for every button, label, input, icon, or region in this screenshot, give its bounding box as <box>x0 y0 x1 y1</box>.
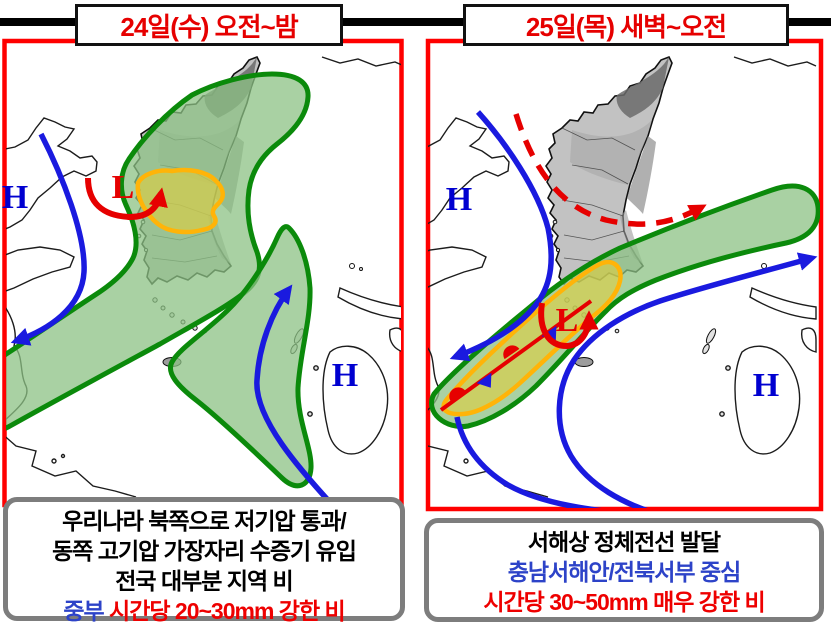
highlight-region: 중부 <box>63 598 104 624</box>
high-pressure-label-east: H <box>332 357 358 394</box>
flow-arrows <box>10 132 336 504</box>
summary-focus-line: 충남서해안/전북서부 중심 <box>507 559 742 585</box>
stationary-front <box>439 299 593 412</box>
low-level-flow-line <box>454 416 602 508</box>
flow-arrows <box>449 110 818 508</box>
right-panel-map: H L H <box>425 38 824 512</box>
left-summary-box: 우리나라 북쪽으로 저기압 통과/ 동쪽 고기압 가장자리 수증기 유입 전국 … <box>3 497 405 624</box>
south-high-edge-arrow <box>556 252 818 508</box>
left-panel-title-text: 24일(수) 오전~밤 <box>120 11 298 42</box>
high-pressure-label-west: H <box>2 179 28 216</box>
cold-front-symbol <box>476 372 492 388</box>
high-edge-flow-arrow <box>10 132 87 346</box>
low-rotation-arrow <box>538 302 599 350</box>
summary-line: 동쪽 고기압 가장자리 수증기 유입 <box>52 538 357 564</box>
low-rotation-arrow <box>85 177 168 221</box>
low-track-dashed-arrow <box>513 113 707 227</box>
right-summary-box: 서해상 정체전선 발달 충남서해안/전북서부 중심 시간당 30~50mm 매우… <box>424 518 824 622</box>
warm-front-symbol <box>449 387 466 402</box>
low-pressure-label: L <box>112 169 135 206</box>
north-high-edge-arrow <box>449 110 554 362</box>
left-panel-title: 24일(수) 오전~밤 <box>75 4 343 46</box>
right-panel-title: 25일(목) 새벽~오전 <box>463 4 789 46</box>
summary-highlight-line: 중부 시간당 20~30mm 강한 비 <box>8 596 400 624</box>
top-black-bar <box>0 18 831 26</box>
summary-line: 우리나라 북쪽으로 저기압 통과/ <box>62 508 347 534</box>
heavy-rain-area <box>135 167 225 235</box>
warm-front-symbol <box>503 345 520 360</box>
highlight-detail: 시간당 20~30mm 강한 비 <box>103 598 346 624</box>
summary-line: 전국 대부분 지역 비 <box>115 568 293 594</box>
right-panel-title-text: 25일(목) 새벽~오전 <box>525 11 727 42</box>
left-panel-map: H L H <box>2 38 404 508</box>
summary-rain-line: 시간당 30~50mm 매우 강한 비 <box>483 589 765 615</box>
summary-line: 서해상 정체전선 발달 <box>527 529 721 555</box>
front-line <box>439 299 593 412</box>
moisture-inflow-arrow <box>254 284 336 504</box>
high-pressure-label-west: H <box>446 181 472 218</box>
rain-band-main <box>6 71 311 431</box>
low-pressure-label: L <box>556 302 579 339</box>
high-pressure-label-east: H <box>753 367 779 404</box>
